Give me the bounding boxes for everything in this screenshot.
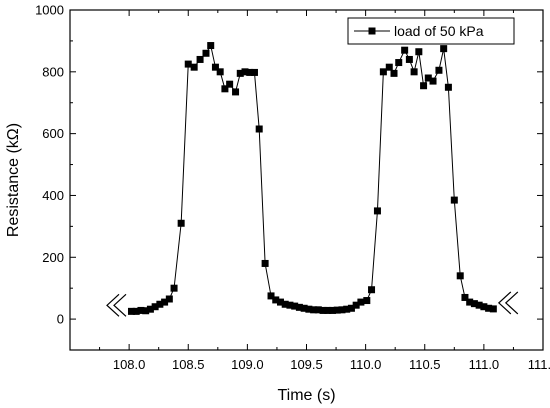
data-point <box>333 306 341 314</box>
data-point <box>291 302 299 310</box>
data-point <box>456 272 464 280</box>
x-tick-label: 110.5 <box>409 357 441 372</box>
x-tick-label: 109.0 <box>231 357 264 372</box>
data-point <box>338 306 346 314</box>
x-tick-label: 111.5 <box>528 357 550 372</box>
data-point <box>485 304 493 312</box>
data-point <box>177 219 185 227</box>
data-point <box>137 306 145 314</box>
data-point <box>236 69 244 77</box>
data-point <box>329 306 337 314</box>
data-point <box>127 307 135 315</box>
data-point <box>347 304 355 312</box>
data-point <box>196 55 204 63</box>
data-point <box>211 63 219 71</box>
data-point <box>466 298 474 306</box>
data-point <box>276 298 284 306</box>
y-tick-label: 1000 <box>35 3 64 18</box>
y-tick-label: 600 <box>42 126 64 141</box>
data-point <box>221 85 229 93</box>
y-tick-label: 0 <box>57 312 64 327</box>
data-point <box>352 301 360 309</box>
data-point <box>390 69 398 77</box>
data-point <box>202 49 210 57</box>
data-point <box>379 68 387 76</box>
data-point <box>286 301 294 309</box>
legend-marker-swatch <box>368 27 376 35</box>
x-tick-label: 111.0 <box>469 357 500 372</box>
data-point <box>216 68 224 76</box>
data-point <box>246 68 254 76</box>
y-tick-label: 800 <box>42 64 64 79</box>
data-point <box>226 80 234 88</box>
data-point <box>395 59 403 67</box>
data-point <box>146 305 154 313</box>
data-point <box>184 60 192 68</box>
data-point <box>232 88 240 96</box>
data-point <box>281 300 289 308</box>
data-point <box>305 305 313 313</box>
data-point <box>272 296 280 304</box>
data-point <box>470 300 478 308</box>
axis-break-marker-left <box>106 293 127 317</box>
data-point <box>420 82 428 90</box>
data-point <box>475 301 483 309</box>
data-point <box>319 306 327 314</box>
y-tick-label: 400 <box>42 188 64 203</box>
x-tick-label: 108.0 <box>113 357 146 372</box>
series-line <box>131 44 494 312</box>
data-point <box>267 292 275 300</box>
data-point <box>489 305 497 313</box>
x-tick-label: 108.5 <box>172 357 205 372</box>
data-point <box>165 295 173 303</box>
data-point <box>410 68 418 76</box>
x-tick-label: 109.5 <box>290 357 323 372</box>
y-axis-title: Resistance (kΩ) <box>5 123 22 237</box>
data-point <box>401 46 409 54</box>
data-point <box>151 303 159 311</box>
data-point <box>207 42 215 50</box>
data-point <box>300 304 308 312</box>
data-point <box>440 45 448 53</box>
data-point <box>261 259 269 267</box>
data-point <box>461 293 469 301</box>
data-point <box>343 305 351 313</box>
data-point <box>161 298 169 306</box>
data-point <box>170 284 178 292</box>
data-point <box>444 83 452 91</box>
data-point <box>363 297 371 305</box>
data-point <box>368 286 376 294</box>
x-tick-label: 110.0 <box>350 357 382 372</box>
data-point <box>435 66 443 74</box>
data-point <box>255 125 263 133</box>
data-point <box>385 63 393 71</box>
data-point <box>480 303 488 311</box>
x-axis-title: Time (s) <box>277 387 335 404</box>
data-point <box>142 307 150 315</box>
data-point <box>190 63 198 71</box>
data-point <box>241 68 249 76</box>
data-point <box>450 196 458 204</box>
data-point <box>357 298 365 306</box>
data-point <box>132 307 140 315</box>
data-point <box>295 303 303 311</box>
data-point <box>424 74 432 82</box>
data-point <box>314 306 322 314</box>
data-point <box>324 306 332 314</box>
legend-label: load of 50 kPa <box>394 23 484 39</box>
data-point <box>429 77 437 85</box>
data-point <box>250 68 258 76</box>
axis-break-marker-right <box>497 291 519 315</box>
data-point <box>156 300 164 308</box>
data-point <box>405 55 413 63</box>
data-point <box>415 48 423 56</box>
y-tick-label: 200 <box>42 250 64 265</box>
data-point <box>310 306 318 314</box>
data-point <box>373 207 381 215</box>
